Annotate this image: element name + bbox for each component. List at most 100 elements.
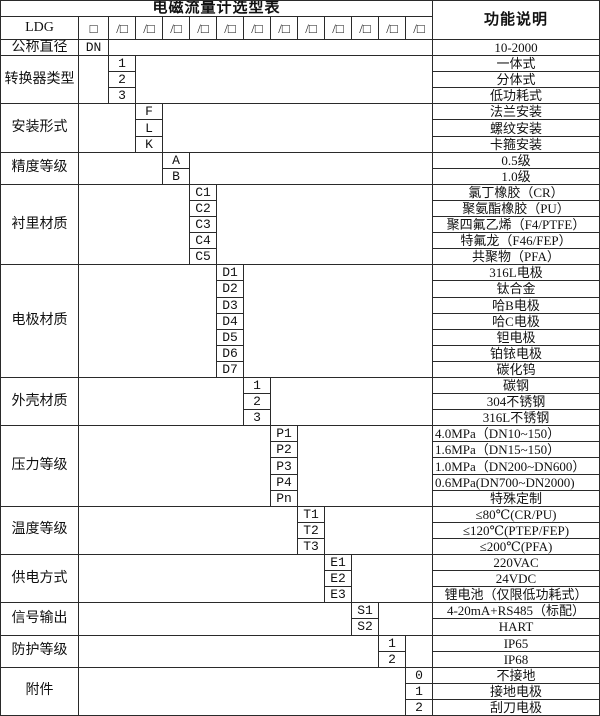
blank-cell — [79, 555, 325, 604]
blank-cell — [79, 506, 298, 556]
desc-cell: 哈C电极 — [433, 313, 600, 330]
code-cell: D1 — [217, 265, 244, 282]
desc-cell: 钽电极 — [433, 329, 600, 346]
model-code-slot: /□ — [244, 17, 271, 40]
code-cell: C3 — [190, 217, 217, 234]
section-label: 转换器类型 — [1, 56, 79, 105]
blank-cell — [190, 152, 433, 185]
blank-cell — [79, 426, 271, 507]
desc-cell: 不接地 — [433, 667, 600, 684]
desc-cell: 碳钢 — [433, 377, 600, 395]
code-cell: D4 — [217, 313, 244, 330]
desc-cell: 1.6MPa（DN15~150） — [433, 442, 600, 459]
blank-cell — [79, 265, 217, 378]
desc-cell: 一体式 — [433, 56, 600, 73]
code-cell: T2 — [298, 522, 325, 539]
code-cell: F — [136, 104, 163, 121]
desc-cell: 低功耗式 — [433, 88, 600, 105]
blank-cell — [79, 603, 352, 636]
code-cell: D5 — [217, 329, 244, 346]
code-cell: P1 — [271, 426, 298, 443]
blank-cell — [379, 603, 433, 636]
code-cell: 2 — [406, 699, 433, 716]
model-code-slot: /□ — [352, 17, 379, 40]
code-cell: 3 — [109, 88, 136, 105]
code-cell: D7 — [217, 361, 244, 378]
code-cell: P3 — [271, 458, 298, 475]
code-cell: C2 — [190, 200, 217, 218]
code-cell: 1 — [406, 683, 433, 700]
desc-cell: ≤80℃(CR/PU) — [433, 506, 600, 523]
diameter-label: 公称直径 — [1, 40, 79, 57]
desc-cell: IP65 — [433, 635, 600, 652]
desc-cell: ≤200℃(PFA) — [433, 538, 600, 556]
code-cell: 3 — [244, 410, 271, 427]
desc-cell: 304不锈钢 — [433, 394, 600, 411]
section-label: 安装形式 — [1, 104, 79, 153]
model-code-slot: /□ — [271, 17, 298, 40]
blank-cell — [136, 56, 433, 105]
section-label: 衬里材质 — [1, 184, 79, 266]
blank-cell — [79, 184, 190, 266]
model-code-slot: /□ — [217, 17, 244, 40]
code-cell: S2 — [352, 619, 379, 636]
code-cell: D2 — [217, 281, 244, 298]
code-cell: T1 — [298, 506, 325, 523]
blank-cell — [352, 555, 433, 604]
blank-cell — [109, 40, 433, 57]
desc-cell: 螺纹安装 — [433, 120, 600, 137]
code-cell: K — [136, 136, 163, 153]
desc-cell: 共聚物（PFA） — [433, 249, 600, 266]
model-code-slot: /□ — [109, 17, 136, 40]
desc-cell: ≤120℃(PTEP/FEP) — [433, 522, 600, 539]
code-cell: 2 — [109, 72, 136, 89]
desc-cell: 4-20mA+RS485（标配） — [433, 603, 600, 620]
code-cell: 2 — [379, 651, 406, 668]
model-code-slot: /□ — [298, 17, 325, 40]
model-code-slot: /□ — [406, 17, 433, 40]
desc-cell: 316L电极 — [433, 265, 600, 282]
model-code-slot: /□ — [325, 17, 352, 40]
desc-cell: 聚氨酯橡胶（PU） — [433, 200, 600, 218]
code-cell: 2 — [244, 394, 271, 411]
section-label: 防护等级 — [1, 635, 79, 668]
desc-cell: 卡箍安装 — [433, 136, 600, 153]
code-cell: C4 — [190, 233, 217, 250]
desc-cell: 1.0MPa（DN200~DN600） — [433, 458, 600, 475]
desc-cell: 1.0级 — [433, 168, 600, 185]
code-cell: E3 — [325, 587, 352, 604]
desc-cell: 0.6MPa(DN700~DN2000) — [433, 474, 600, 491]
code-cell: C5 — [190, 249, 217, 266]
code-cell: D6 — [217, 345, 244, 362]
code-cell: E1 — [325, 555, 352, 572]
blank-cell — [163, 104, 433, 153]
desc-cell: 0.5级 — [433, 152, 600, 169]
desc-cell: 特殊定制 — [433, 490, 600, 507]
desc-cell: 哈B电极 — [433, 297, 600, 314]
code-cell: E2 — [325, 571, 352, 588]
desc-cell: 氯丁橡胶（CR） — [433, 184, 600, 201]
code-cell: S1 — [352, 603, 379, 620]
code-cell: P2 — [271, 442, 298, 459]
desc-cell: 锂电池（仅限低功耗式） — [433, 587, 600, 604]
section-label: 压力等级 — [1, 426, 79, 507]
section-label: 温度等级 — [1, 506, 79, 556]
code-cell: 0 — [406, 667, 433, 684]
table-title: 电磁流量计选型表 — [1, 1, 433, 17]
section-label: 精度等级 — [1, 152, 79, 185]
blank-cell — [325, 506, 433, 556]
section-label: 信号输出 — [1, 603, 79, 636]
blank-cell — [244, 265, 433, 378]
model-code-box: □ — [79, 17, 109, 40]
model-prefix: LDG — [1, 17, 79, 40]
code-cell: P4 — [271, 474, 298, 491]
blank-cell — [406, 635, 433, 668]
desc-cell: 接地电极 — [433, 683, 600, 700]
section-label: 附件 — [1, 667, 79, 716]
model-code-slot: /□ — [136, 17, 163, 40]
code-cell: B — [163, 168, 190, 185]
desc-cell: 钛合金 — [433, 281, 600, 298]
code-cell: 1 — [244, 377, 271, 395]
desc-cell: 24VDC — [433, 571, 600, 588]
